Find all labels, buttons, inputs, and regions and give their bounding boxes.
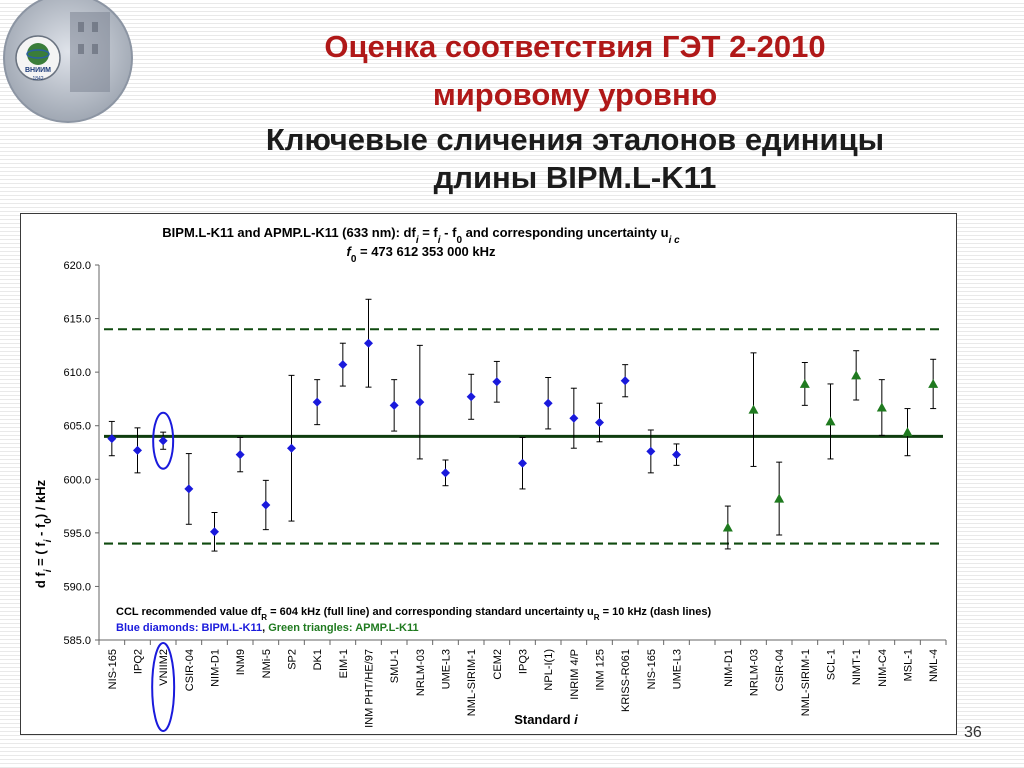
diamond-marker xyxy=(492,377,502,387)
triangle-marker xyxy=(902,427,913,437)
x-tick-label: INM9 xyxy=(235,649,247,675)
diamond-marker xyxy=(620,376,630,386)
diamond-marker xyxy=(210,527,219,537)
triangle-marker xyxy=(825,416,836,426)
y-tick-label: 585.0 xyxy=(63,635,91,647)
legend-blue: Blue diamonds: BIPM.L-K11 xyxy=(116,622,262,634)
x-tick-label: NRLM-03 xyxy=(749,649,761,696)
highlight-ellipse-point xyxy=(152,411,175,470)
y-tick-label: 590.0 xyxy=(63,581,91,593)
diamond-marker xyxy=(312,397,322,407)
x-tick-label: NIM-C4 xyxy=(877,649,889,687)
x-tick-label: UME-L3 xyxy=(672,649,684,689)
diamond-marker xyxy=(158,436,168,446)
diamond-marker xyxy=(466,392,476,402)
x-tick-label: MSL-1 xyxy=(903,649,915,681)
page-number: 36 xyxy=(964,724,982,741)
diamond-marker xyxy=(441,468,450,478)
x-tick-label: NIMT-1 xyxy=(851,649,863,685)
x-tick-label: SCL-1 xyxy=(826,649,838,680)
x-tick-label: EIM-1 xyxy=(338,649,350,678)
plot-area: 585.0 590.0 595.0 600.0 605.0 610.0 615.0 620.0… xyxy=(63,260,947,732)
triangle-marker xyxy=(928,378,939,388)
x-tick-label: NML-SIRIM-1 xyxy=(466,649,478,716)
x-tick-label: NML-SIRIM-1 xyxy=(800,649,812,716)
triangle-marker xyxy=(748,404,759,414)
x-tick-label: KRISS-R061 xyxy=(620,649,632,712)
x-tick-label: DK1 xyxy=(312,649,324,670)
x-tick-label: INRIM 4/P xyxy=(569,649,581,700)
x-tick-label: UME-L3 xyxy=(441,649,453,689)
chart-title-line1: BIPM.L-K11 and APMP.L-K11 (633 nm): dfi … xyxy=(162,225,680,246)
chart-legend: Blue diamonds: BIPM.L-K11, Green triangl… xyxy=(116,622,419,634)
y-tick-label: 610.0 xyxy=(63,367,91,379)
diamond-marker xyxy=(235,450,245,460)
x-tick-label: NIM-D1 xyxy=(210,649,222,687)
highlight-ellipse-label xyxy=(151,642,176,732)
legend-green: Green triangles: APMP.L-K11 xyxy=(268,622,418,634)
x-tick-label: NIM-D1 xyxy=(723,649,735,687)
x-tick-label: SMU-1 xyxy=(389,649,401,683)
triangle-marker xyxy=(774,493,785,503)
diamond-marker xyxy=(133,445,142,455)
diamond-marker xyxy=(595,418,604,427)
x-tick-label: CSIR-04 xyxy=(184,649,196,691)
x-tick-label: IPQ3 xyxy=(518,649,530,674)
logo-name: ВНИИМ xyxy=(25,67,51,74)
slide-title-line1: Оценка соответствия ГЭТ 2-2010 xyxy=(324,29,826,64)
x-tick-label: CEM2 xyxy=(492,649,504,680)
diamond-marker xyxy=(184,484,194,494)
diamond-marker xyxy=(569,413,579,423)
chart-frame: BIPM.L-K11 and APMP.L-K11 (633 nm): dfi … xyxy=(20,213,957,735)
triangle-marker xyxy=(799,378,810,388)
comparison-chart: BIPM.L-K11 and APMP.L-K11 (633 nm): dfi … xyxy=(33,225,947,732)
triangle-marker xyxy=(851,370,862,380)
x-tick-label: INM PHT/HE/97 xyxy=(364,649,376,728)
y-tick-label: 595.0 xyxy=(63,528,91,540)
chart-title-line2: f0 = 473 612 353 000 kHz xyxy=(346,244,496,265)
diamond-marker xyxy=(287,443,296,453)
chart-note-line1: CCL recommended value dfR = 604 kHz (ful… xyxy=(116,606,711,622)
x-tick-label: CSIR-04 xyxy=(774,649,786,691)
diamond-marker xyxy=(261,500,271,510)
x-tick-label: SP2 xyxy=(287,649,299,670)
diamond-marker xyxy=(338,360,348,370)
x-tick-label: VNIIM2 xyxy=(158,649,170,686)
x-tick-label: INM 125 xyxy=(595,649,607,691)
diamond-marker xyxy=(543,398,553,408)
x-axis-label: Standard i xyxy=(514,712,578,727)
diamond-marker xyxy=(107,434,117,444)
diamond-marker xyxy=(389,400,399,410)
slide-subtitle-line1: Ключевые сличения эталонов единицы xyxy=(265,122,885,157)
x-tick-label: NPL-I(1) xyxy=(543,649,555,691)
x-tick-label: IPQ2 xyxy=(133,649,145,674)
diamond-marker xyxy=(646,446,656,456)
vniim-logo: ВНИИМ 1842 xyxy=(3,0,133,123)
x-tick-label: NML-4 xyxy=(928,649,940,682)
triangle-marker xyxy=(722,522,733,532)
y-tick-label: 605.0 xyxy=(63,421,91,433)
diamond-marker xyxy=(364,338,373,348)
diamond-marker xyxy=(518,458,527,468)
diamond-marker xyxy=(672,450,681,460)
x-tick-label: NMi-5 xyxy=(261,649,273,678)
diamond-marker xyxy=(415,397,425,407)
x-tick-label: NIS-165 xyxy=(107,649,119,689)
x-tick-label: NIS-165 xyxy=(646,649,658,689)
y-axis-label: d fi = ( fi - f0) / kHz xyxy=(33,479,54,588)
slide-subtitle-line2: длины BIPM.L-K11 xyxy=(433,160,717,195)
triangle-marker xyxy=(876,402,887,412)
logo-year: 1842 xyxy=(32,76,43,82)
y-tick-label: 600.0 xyxy=(63,474,91,486)
slide-title-line2: мировому уровню xyxy=(432,77,718,112)
y-tick-label: 620.0 xyxy=(63,260,91,272)
x-tick-label: NRLM-03 xyxy=(415,649,427,696)
y-tick-label: 615.0 xyxy=(63,314,91,326)
